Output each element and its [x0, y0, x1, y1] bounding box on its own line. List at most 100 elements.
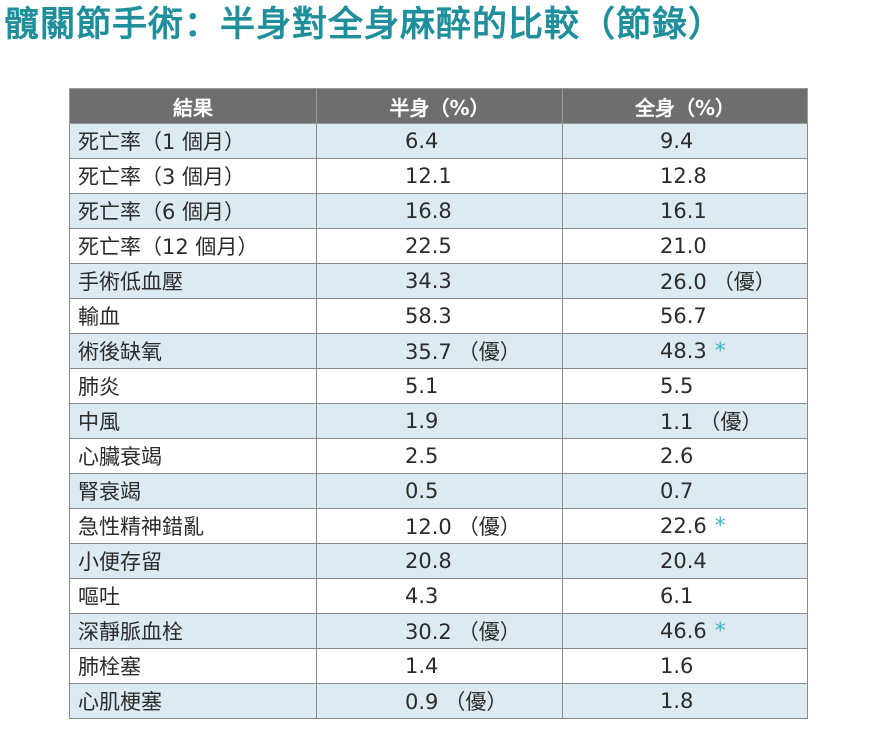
results-table: 結果 半身（%） 全身（%） 死亡率（1 個月） 6.4 9.4 死亡率（3 個月） 1… [69, 88, 808, 719]
full-body-cell: 46.6 * [562, 613, 808, 649]
full-body-cell: 26.0 （優） [562, 263, 808, 299]
full-body-value: 12.8 [660, 164, 707, 188]
half-body-cell: 58.3 [316, 298, 563, 334]
full-body-value: 16.1 [660, 199, 707, 223]
full-body-cell: 56.7 [562, 298, 808, 334]
half-body-value: 12.0 [405, 515, 452, 539]
half-body-cell: 4.3 [316, 578, 563, 614]
half-body-cell: 5.1 [316, 368, 563, 404]
full-body-note: （優） [712, 270, 776, 294]
table-row: 深靜脈血栓 30.2 （優） 46.6 * [69, 613, 808, 649]
half-body-cell: 2.5 [316, 438, 563, 474]
table-row: 肺栓塞 1.4 1.6 [69, 648, 808, 684]
header-full-body: 全身（%） [562, 88, 808, 124]
half-body-note: （優） [457, 515, 521, 539]
full-body-value: 5.5 [660, 374, 694, 398]
outcome-label: 腎衰竭 [69, 473, 317, 509]
header-row: 結果 半身（%） 全身（%） [69, 88, 808, 124]
full-body-cell: 1.8 [562, 683, 808, 719]
full-body-cell: 16.1 [562, 193, 808, 229]
full-body-cell: 0.7 [562, 473, 808, 509]
half-body-cell: 1.4 [316, 648, 563, 684]
full-body-cell: 12.8 [562, 158, 808, 194]
table-row: 心肌梗塞 0.9 （優） 1.8 [69, 683, 808, 719]
full-body-value: 1.8 [660, 689, 694, 713]
full-body-value: 20.4 [660, 549, 707, 573]
table-row: 小便存留 20.8 20.4 [69, 543, 808, 579]
half-body-cell: 30.2 （優） [316, 613, 563, 649]
outcome-label: 死亡率（1 個月） [69, 123, 317, 159]
half-body-value: 1.4 [405, 654, 439, 678]
half-body-value: 0.9 [405, 690, 439, 714]
full-body-value: 22.6 [660, 513, 707, 538]
asterisk-icon: * [714, 513, 726, 539]
full-body-cell: 1.1 （優） [562, 403, 808, 439]
outcome-label: 中風 [69, 403, 317, 439]
half-body-note: （優） [444, 690, 508, 714]
header-half-body: 半身（%） [316, 88, 563, 124]
full-body-value: 0.7 [660, 479, 694, 503]
half-body-value: 35.7 [405, 340, 452, 364]
table-row: 死亡率（12 個月） 22.5 21.0 [69, 228, 808, 264]
outcome-label: 輸血 [69, 298, 317, 334]
table-row: 死亡率（3 個月） 12.1 12.8 [69, 158, 808, 194]
half-body-cell: 12.1 [316, 158, 563, 194]
full-body-cell: 9.4 [562, 123, 808, 159]
full-body-cell: 20.4 [562, 543, 808, 579]
outcome-label: 肺炎 [69, 368, 317, 404]
full-body-value: 6.1 [660, 584, 694, 608]
page-title: 髖關節手術：半身對全身麻醉的比較（節錄） [4, 5, 725, 45]
half-body-value: 58.3 [405, 304, 452, 328]
table-row: 嘔吐 4.3 6.1 [69, 578, 808, 614]
half-body-value: 2.5 [405, 444, 439, 468]
half-body-cell: 0.5 [316, 473, 563, 509]
table-row: 輸血 58.3 56.7 [69, 298, 808, 334]
half-body-value: 12.1 [405, 164, 452, 188]
full-body-value: 9.4 [660, 129, 694, 153]
full-body-value: 56.7 [660, 304, 707, 328]
half-body-cell: 0.9 （優） [316, 683, 563, 719]
full-body-value: 26.0 [660, 270, 707, 294]
table-row: 手術低血壓 34.3 26.0 （優） [69, 263, 808, 299]
half-body-value: 20.8 [405, 549, 452, 573]
full-body-cell: 2.6 [562, 438, 808, 474]
outcome-label: 手術低血壓 [69, 263, 317, 299]
half-body-cell: 22.5 [316, 228, 563, 264]
half-body-cell: 6.4 [316, 123, 563, 159]
outcome-label: 死亡率（12 個月） [69, 228, 317, 264]
full-body-note: （優） [699, 410, 763, 434]
half-body-cell: 20.8 [316, 543, 563, 579]
full-body-value: 2.6 [660, 444, 694, 468]
table-row: 術後缺氧 35.7 （優） 48.3 * [69, 333, 808, 369]
outcome-label: 急性精神錯亂 [69, 508, 317, 544]
table-row: 中風 1.9 1.1 （優） [69, 403, 808, 439]
half-body-value: 0.5 [405, 479, 439, 503]
half-body-cell: 34.3 [316, 263, 563, 299]
header-outcome: 結果 [69, 88, 317, 124]
half-body-value: 5.1 [405, 374, 439, 398]
half-body-value: 30.2 [405, 620, 452, 644]
full-body-value: 1.1 [660, 410, 694, 434]
table-row: 腎衰竭 0.5 0.7 [69, 473, 808, 509]
outcome-label: 肺栓塞 [69, 648, 317, 684]
full-body-cell: 22.6 * [562, 508, 808, 544]
half-body-cell: 12.0 （優） [316, 508, 563, 544]
outcome-label: 心肌梗塞 [69, 683, 317, 719]
full-body-value: 1.6 [660, 654, 694, 678]
half-body-value: 1.9 [405, 409, 439, 433]
full-body-cell: 21.0 [562, 228, 808, 264]
outcome-label: 死亡率（6 個月） [69, 193, 317, 229]
table-row: 死亡率（6 個月） 16.8 16.1 [69, 193, 808, 229]
full-body-cell: 6.1 [562, 578, 808, 614]
full-body-value: 48.3 [660, 338, 707, 363]
outcome-label: 深靜脈血栓 [69, 613, 317, 649]
asterisk-icon: * [714, 338, 726, 364]
asterisk-icon: * [714, 618, 726, 644]
table-row: 死亡率（1 個月） 6.4 9.4 [69, 123, 808, 159]
table-row: 急性精神錯亂 12.0 （優） 22.6 * [69, 508, 808, 544]
half-body-value: 34.3 [405, 269, 452, 293]
full-body-value: 21.0 [660, 234, 707, 258]
outcome-label: 心臟衰竭 [69, 438, 317, 474]
full-body-cell: 48.3 * [562, 333, 808, 369]
outcome-label: 術後缺氧 [69, 333, 317, 369]
